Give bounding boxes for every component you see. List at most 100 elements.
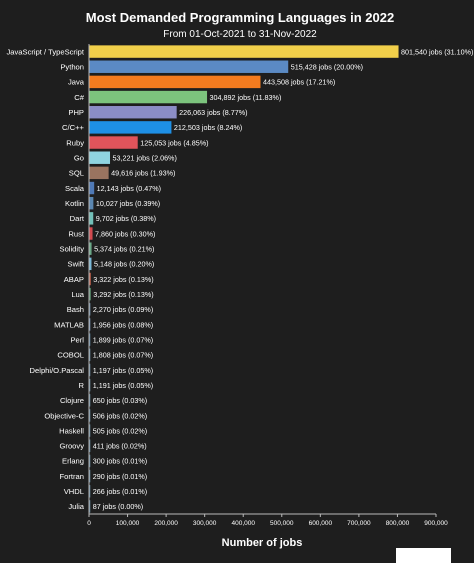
category-label-9: Scala — [65, 184, 85, 193]
x-tick-label-4: 400,000 — [231, 520, 255, 527]
data-label-3: 304,892 jobs (11.83%) — [210, 93, 282, 102]
x-tick-label-5: 500,000 — [270, 520, 294, 527]
x-ticks-group: 0 100,000 200,000 300,000 400,000 500,000 600,… — [87, 514, 448, 527]
category-label-21: Delphi/O.Pascal — [30, 366, 85, 375]
category-label-22: R — [79, 381, 85, 390]
bar-29 — [89, 485, 91, 498]
category-label-27: Erlang — [62, 457, 84, 466]
bar-15 — [89, 272, 91, 286]
bar-26 — [89, 439, 91, 452]
chart-title: Most Demanded Programming Languages in 2… — [86, 10, 394, 25]
data-label-22: 1,191 jobs (0.05%) — [93, 381, 153, 390]
bar-9 — [89, 181, 95, 195]
bar-4 — [89, 106, 177, 119]
data-label-8: 49,616 jobs (1.93%) — [111, 169, 175, 178]
category-label-14: Swift — [68, 260, 85, 269]
category-label-28: Fortran — [60, 472, 84, 481]
bar-22 — [89, 378, 91, 392]
bar-11 — [89, 212, 94, 225]
data-label-1: 515,428 jobs (20.00%) — [291, 63, 363, 72]
x-tick-label-9: 900,000 — [424, 520, 448, 527]
x-tick-label-1: 100,000 — [116, 520, 140, 527]
bar-20 — [89, 348, 91, 362]
bar-2 — [89, 75, 261, 89]
x-tick-label-0: 0 — [87, 520, 91, 527]
category-label-0: JavaScript / TypeScript — [6, 47, 84, 56]
category-label-1: Python — [60, 63, 84, 72]
data-label-28: 290 jobs (0.01%) — [93, 472, 147, 481]
data-label-30: 87 jobs (0.00%) — [93, 502, 143, 511]
bar-6 — [89, 136, 138, 149]
category-label-6: Ruby — [66, 138, 84, 147]
bar-17 — [89, 303, 91, 316]
x-axis-title: Number of jobs — [222, 537, 303, 549]
category-label-7: Go — [74, 154, 84, 163]
category-label-12: Rust — [68, 229, 85, 238]
data-label-4: 226,063 jobs (8.77%) — [179, 108, 247, 117]
category-label-20: COBOL — [57, 351, 84, 360]
bar-1 — [89, 60, 289, 73]
bar-25 — [89, 424, 91, 437]
data-label-19: 1,899 jobs (0.07%) — [93, 335, 153, 344]
data-label-29: 266 jobs (0.01%) — [93, 487, 147, 496]
bar-0 — [89, 45, 399, 58]
bar-24 — [89, 409, 91, 422]
data-label-10: 10,027 jobs (0.39%) — [96, 199, 160, 208]
bar-18 — [89, 318, 91, 331]
category-label-10: Kotlin — [65, 199, 84, 208]
data-label-16: 3,292 jobs (0.13%) — [93, 290, 153, 299]
bar-27 — [89, 454, 91, 468]
data-label-0: 801,540 jobs (31.10%) — [401, 47, 473, 56]
bar-30 — [89, 500, 91, 513]
data-label-12: 7,860 jobs (0.30%) — [95, 229, 155, 238]
category-label-8: SQL — [69, 169, 84, 178]
bar-14 — [89, 257, 92, 271]
bar-5 — [89, 121, 172, 134]
data-label-7: 53,221 jobs (2.06%) — [113, 154, 177, 163]
data-label-17: 2,270 jobs (0.09%) — [93, 305, 153, 314]
data-label-18: 1,956 jobs (0.08%) — [93, 320, 153, 329]
data-label-13: 5,374 jobs (0.21%) — [94, 244, 154, 253]
data-label-9: 12,143 jobs (0.47%) — [97, 184, 161, 193]
bar-28 — [89, 469, 91, 483]
category-label-24: Objective-C — [44, 411, 84, 420]
data-label-23: 650 jobs (0.03%) — [93, 396, 147, 405]
category-label-4: PHP — [68, 108, 84, 117]
bar-16 — [89, 287, 91, 301]
corner-patch — [396, 548, 451, 563]
data-label-27: 300 jobs (0.01%) — [93, 457, 147, 466]
category-label-11: Dart — [70, 214, 85, 223]
data-label-11: 9,702 jobs (0.38%) — [96, 214, 156, 223]
x-tick-label-6: 600,000 — [309, 520, 333, 527]
data-label-14: 5,148 jobs (0.20%) — [94, 260, 154, 269]
data-label-15: 3,322 jobs (0.13%) — [93, 275, 153, 284]
data-label-6: 125,053 jobs (4.85%) — [140, 138, 208, 147]
bar-21 — [89, 363, 91, 377]
category-label-16: Lua — [71, 290, 84, 299]
chart-subtitle: From 01-Oct-2021 to 31-Nov-2022 — [163, 29, 317, 40]
data-label-24: 506 jobs (0.02%) — [93, 411, 147, 420]
bar-8 — [89, 166, 109, 180]
bar-19 — [89, 333, 91, 346]
x-tick-label-3: 300,000 — [193, 520, 217, 527]
category-label-3: C# — [74, 93, 84, 102]
category-label-26: Groovy — [60, 442, 85, 451]
category-label-17: Bash — [67, 305, 84, 314]
data-label-5: 212,503 jobs (8.24%) — [174, 123, 242, 132]
data-label-26: 411 jobs (0.02%) — [93, 442, 147, 451]
category-label-2: Java — [68, 78, 85, 87]
bar-23 — [89, 394, 91, 407]
bar-3 — [89, 90, 208, 104]
bars-group: JavaScript / TypeScript 801,540 jobs (31.… — [6, 45, 473, 513]
category-label-23: Clojure — [60, 396, 84, 405]
data-label-25: 505 jobs (0.02%) — [93, 426, 147, 435]
x-tick-label-7: 700,000 — [347, 520, 371, 527]
category-label-19: Perl — [70, 335, 84, 344]
category-label-18: MATLAB — [54, 320, 84, 329]
bar-7 — [89, 151, 111, 164]
bar-12 — [89, 227, 93, 240]
bar-13 — [89, 242, 92, 255]
category-label-5: C/C++ — [62, 123, 85, 132]
